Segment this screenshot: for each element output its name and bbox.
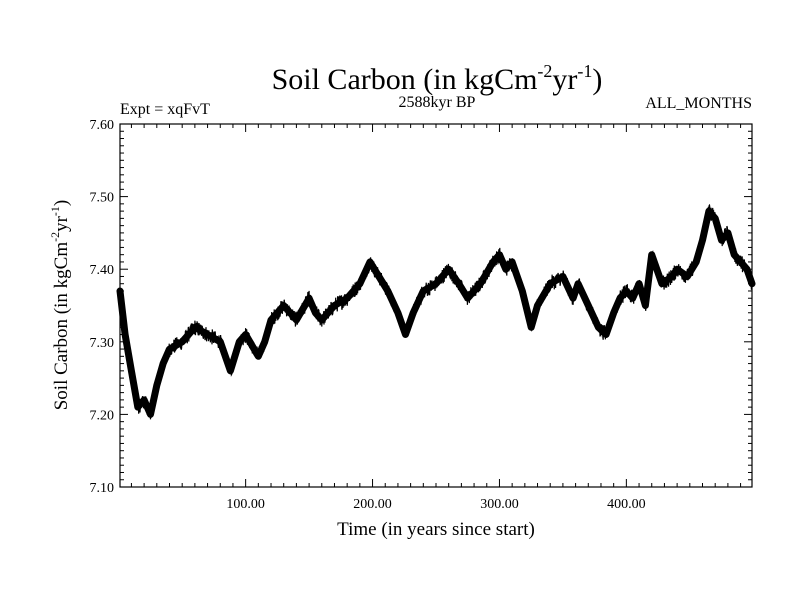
y-axis-label-mid: yr <box>51 215 72 232</box>
y-tick-label: 7.10 <box>90 481 115 496</box>
plot-frame <box>119 123 753 488</box>
chart-title-exp2: -1 <box>577 61 592 81</box>
y-tick-label: 7.30 <box>90 336 115 351</box>
y-tick-label: 7.40 <box>90 263 115 278</box>
x-tick-label: 200.00 <box>353 497 392 512</box>
y-axis-label: Soil Carbon (in kgCm-2yr-1) <box>48 200 72 411</box>
chart-title-mid: yr <box>552 63 577 96</box>
chart-title-end: ) <box>592 63 602 96</box>
chart-title-main: Soil Carbon (in kgCm <box>272 63 538 96</box>
y-axis-label-exp1: -2 <box>48 232 62 242</box>
period-label: 2588kyr BP <box>399 94 476 111</box>
x-tick-labels: 100.00 200.00 300.00 400.00 <box>226 497 645 512</box>
chart-title-exp1: -2 <box>537 61 552 81</box>
chart-title: Soil Carbon (in kgCm-2yr-1) <box>272 61 603 96</box>
y-axis-label-end: ) <box>51 200 72 206</box>
series-line-soil-carbon <box>116 207 756 418</box>
y-axis-label-main: Soil Carbon (in kgCm <box>51 242 72 411</box>
x-tick-label: 100.00 <box>226 497 265 512</box>
series-noise-soil-carbon <box>119 203 753 420</box>
axis-ticks <box>120 124 752 487</box>
x-tick-label: 300.00 <box>480 497 519 512</box>
y-axis-label-exp2: -1 <box>48 206 62 216</box>
x-axis-label: Time (in years since start) <box>337 519 535 540</box>
x-tick-label: 400.00 <box>607 497 646 512</box>
y-tick-label: 7.60 <box>90 118 115 133</box>
y-tick-labels: 7.10 7.20 7.30 7.40 7.50 7.60 <box>90 118 115 496</box>
expt-label: Expt = xqFvT <box>120 101 210 118</box>
months-label: ALL_MONTHS <box>645 95 752 112</box>
y-tick-label: 7.20 <box>90 408 115 423</box>
y-tick-label: 7.50 <box>90 191 115 206</box>
